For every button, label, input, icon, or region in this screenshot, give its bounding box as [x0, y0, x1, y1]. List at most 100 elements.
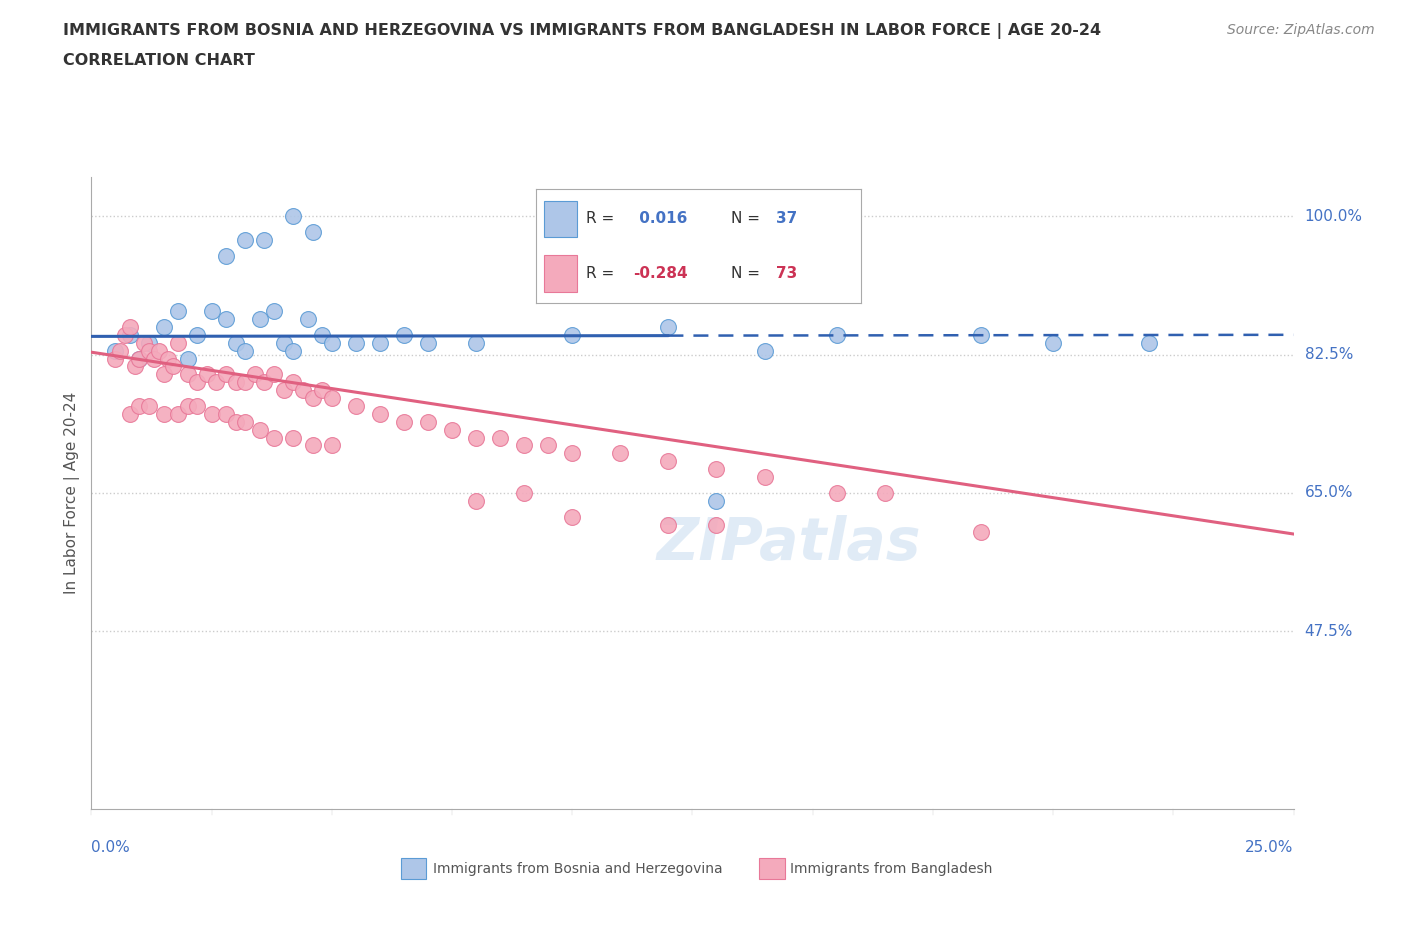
Point	[128, 351, 150, 365]
Point	[657, 454, 679, 469]
Point	[195, 366, 218, 381]
Point	[392, 327, 415, 342]
Point	[138, 343, 160, 358]
Text: 65.0%: 65.0%	[1305, 485, 1353, 500]
Point	[537, 438, 560, 453]
Point	[186, 375, 208, 390]
Point	[152, 366, 174, 381]
Point	[263, 366, 285, 381]
Point	[201, 303, 224, 318]
Point	[142, 351, 165, 365]
Point	[1042, 335, 1064, 350]
Point	[253, 375, 276, 390]
Text: Immigrants from Bosnia and Herzegovina: Immigrants from Bosnia and Herzegovina	[433, 861, 723, 876]
Point	[215, 312, 238, 326]
Point	[392, 415, 415, 430]
Point	[138, 398, 160, 413]
Point	[657, 320, 679, 335]
Text: 100.0%: 100.0%	[1305, 208, 1362, 224]
Point	[176, 351, 198, 365]
Point	[825, 327, 848, 342]
Point	[561, 510, 583, 525]
Point	[706, 461, 728, 476]
Point	[110, 343, 132, 358]
Point	[104, 351, 127, 365]
Point	[657, 517, 679, 532]
Point	[201, 406, 224, 421]
Point	[128, 351, 150, 365]
Point	[301, 438, 323, 453]
Point	[225, 335, 247, 350]
Point	[754, 343, 776, 358]
Point	[249, 422, 271, 437]
Point	[440, 422, 463, 437]
Point	[118, 320, 141, 335]
Point	[152, 406, 174, 421]
Point	[167, 406, 190, 421]
Point	[416, 415, 439, 430]
Point	[311, 383, 333, 398]
Point	[118, 327, 141, 342]
Point	[283, 375, 305, 390]
Point	[283, 343, 305, 358]
Text: 47.5%: 47.5%	[1305, 624, 1353, 639]
Point	[162, 359, 184, 374]
Point	[513, 485, 536, 500]
Point	[225, 415, 247, 430]
Point	[225, 375, 247, 390]
Text: ZIPatlas: ZIPatlas	[657, 515, 921, 572]
Point	[273, 383, 295, 398]
Point	[970, 525, 993, 539]
Point	[465, 430, 488, 445]
Point	[104, 343, 127, 358]
Point	[233, 415, 256, 430]
Point	[249, 312, 271, 326]
Point	[215, 406, 238, 421]
Point	[344, 335, 367, 350]
Text: CORRELATION CHART: CORRELATION CHART	[63, 53, 254, 68]
Point	[215, 248, 238, 263]
Point	[233, 232, 256, 247]
Point	[561, 445, 583, 460]
Point	[263, 430, 285, 445]
Point	[561, 327, 583, 342]
Point	[176, 366, 198, 381]
Point	[321, 438, 343, 453]
Point	[138, 335, 160, 350]
Point	[186, 327, 208, 342]
Point	[263, 303, 285, 318]
Point	[233, 375, 256, 390]
Point	[368, 335, 391, 350]
Point	[465, 493, 488, 508]
Point	[186, 398, 208, 413]
Point	[311, 327, 333, 342]
Point	[283, 430, 305, 445]
Point	[513, 438, 536, 453]
Point	[344, 398, 367, 413]
Text: 25.0%: 25.0%	[1246, 840, 1294, 855]
Point	[321, 391, 343, 405]
Point	[233, 343, 256, 358]
Point	[176, 398, 198, 413]
Point	[215, 366, 238, 381]
Point	[706, 517, 728, 532]
Y-axis label: In Labor Force | Age 20-24: In Labor Force | Age 20-24	[65, 392, 80, 594]
Point	[291, 383, 314, 398]
Point	[301, 391, 323, 405]
Point	[465, 335, 488, 350]
Point	[205, 375, 228, 390]
Text: Immigrants from Bangladesh: Immigrants from Bangladesh	[790, 861, 993, 876]
Point	[754, 470, 776, 485]
Point	[148, 343, 170, 358]
Point	[283, 208, 305, 223]
Point	[706, 493, 728, 508]
Point	[489, 430, 512, 445]
Point	[128, 398, 150, 413]
Point	[118, 406, 141, 421]
Text: 0.0%: 0.0%	[91, 840, 131, 855]
Point	[301, 224, 323, 239]
Point	[124, 359, 146, 374]
Point	[970, 327, 993, 342]
Text: IMMIGRANTS FROM BOSNIA AND HERZEGOVINA VS IMMIGRANTS FROM BANGLADESH IN LABOR FO: IMMIGRANTS FROM BOSNIA AND HERZEGOVINA V…	[63, 23, 1101, 39]
Point	[825, 485, 848, 500]
